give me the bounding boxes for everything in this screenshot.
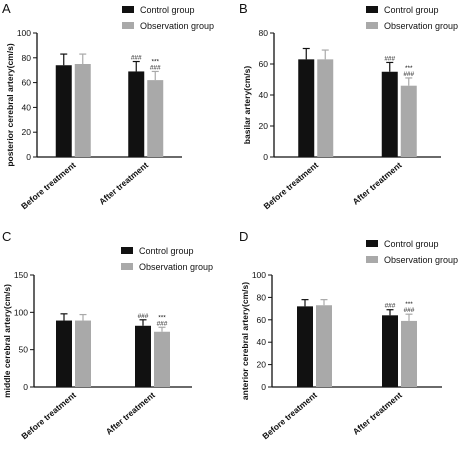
bar xyxy=(74,64,91,157)
bar xyxy=(401,320,417,387)
bar xyxy=(135,325,151,387)
legend-label-observation: Observation group xyxy=(384,255,458,265)
y-tick-label: 80 xyxy=(257,292,267,302)
y-tick-label: 0 xyxy=(263,152,268,162)
significance-label: *** xyxy=(405,301,413,308)
legend-swatch-observation xyxy=(366,256,378,263)
panel-b: B 0 20 40 60 80 basilar artery(cm/s) Before tre… xyxy=(237,0,474,228)
significance-label: ### xyxy=(385,303,396,310)
significance-label: *** xyxy=(151,58,159,65)
x-tick-label: Before treatment xyxy=(261,160,320,211)
y-tick-label: 150 xyxy=(14,270,28,280)
y-tick-label: 40 xyxy=(22,102,32,112)
panel-a: A 0 20 40 60 80 100 posterior cerebral artery(c… xyxy=(0,0,237,228)
significance-label: *** xyxy=(158,314,166,321)
y-tick-label: 20 xyxy=(22,127,32,137)
significance-label: ### xyxy=(403,71,414,78)
y-tick-label: 80 xyxy=(259,28,269,38)
legend-swatch-observation xyxy=(122,22,134,29)
significance-label: ### xyxy=(157,320,168,327)
panel-d: D 0 20 40 60 80 100 anterior cerebral artery(cm… xyxy=(237,228,474,456)
y-tick-label: 100 xyxy=(14,307,28,317)
legend-label-control: Control group xyxy=(139,246,194,256)
chart-b: B 0 20 40 60 80 basilar artery(cm/s) Before tre… xyxy=(239,1,458,211)
bar xyxy=(298,59,315,157)
bar xyxy=(75,320,91,387)
y-tick-label: 20 xyxy=(259,121,269,131)
x-tick-label: After treatment xyxy=(351,390,404,437)
panel-label: A xyxy=(2,1,11,16)
bar xyxy=(56,320,72,387)
bar xyxy=(297,306,313,387)
y-axis-label: anterior cerebral artery(cm/s) xyxy=(240,282,250,400)
legend-swatch-control xyxy=(122,6,134,13)
y-tick-label: 20 xyxy=(257,360,267,370)
bar xyxy=(400,85,417,157)
legend-label-observation: Observation group xyxy=(384,21,458,31)
y-tick-label: 0 xyxy=(261,382,266,392)
y-tick-label: 60 xyxy=(22,78,32,88)
panel-c: C 0 50 100 150 middle cerebral artery(cm/s) Be… xyxy=(0,228,237,456)
significance-label: ### xyxy=(131,55,142,62)
y-tick-label: 60 xyxy=(259,59,269,69)
bar xyxy=(316,305,332,387)
legend-swatch-control xyxy=(366,240,378,247)
x-tick-label: Before treatment xyxy=(19,390,78,441)
y-tick-label: 40 xyxy=(259,90,269,100)
x-tick-label: Before treatment xyxy=(19,160,78,211)
legend-label-control: Control group xyxy=(384,5,439,15)
legend-swatch-observation xyxy=(121,263,133,270)
significance-label: ### xyxy=(384,55,395,62)
y-tick-label: 80 xyxy=(22,53,32,63)
legend-swatch-control xyxy=(121,247,133,254)
x-tick-label: After treatment xyxy=(350,160,403,207)
y-axis-label: basilar artery(cm/s) xyxy=(242,66,252,145)
panel-label: B xyxy=(239,1,248,16)
legend-label-observation: Observation group xyxy=(140,21,214,31)
bar xyxy=(55,65,72,157)
panel-label: D xyxy=(239,229,248,244)
y-tick-label: 50 xyxy=(19,345,29,355)
significance-label: ### xyxy=(138,313,149,320)
bar xyxy=(128,71,145,157)
x-tick-label: After treatment xyxy=(104,390,157,437)
y-tick-label: 0 xyxy=(23,382,28,392)
significance-label: ### xyxy=(404,307,415,314)
y-axis-label: posterior cerebral artery(cm/s) xyxy=(5,43,15,166)
y-tick-label: 40 xyxy=(257,337,267,347)
bar xyxy=(317,59,334,157)
bar xyxy=(154,331,170,387)
y-tick-label: 100 xyxy=(252,270,266,280)
x-tick-label: After treatment xyxy=(97,160,150,207)
y-tick-label: 60 xyxy=(257,315,267,325)
legend-swatch-control xyxy=(366,6,378,13)
bar xyxy=(381,71,398,157)
legend-label-control: Control group xyxy=(140,5,195,15)
legend-label-observation: Observation group xyxy=(139,262,213,272)
significance-label: ### xyxy=(150,64,161,71)
legend-label-control: Control group xyxy=(384,239,439,249)
x-tick-label: Before treatment xyxy=(260,390,319,441)
y-axis-label: middle cerebral artery(cm/s) xyxy=(2,284,12,398)
panel-label: C xyxy=(2,229,11,244)
bar xyxy=(382,315,398,387)
legend-swatch-observation xyxy=(366,22,378,29)
y-tick-label: 0 xyxy=(26,152,31,162)
significance-label: *** xyxy=(405,65,413,72)
bar xyxy=(147,80,164,157)
y-tick-label: 100 xyxy=(17,28,31,38)
